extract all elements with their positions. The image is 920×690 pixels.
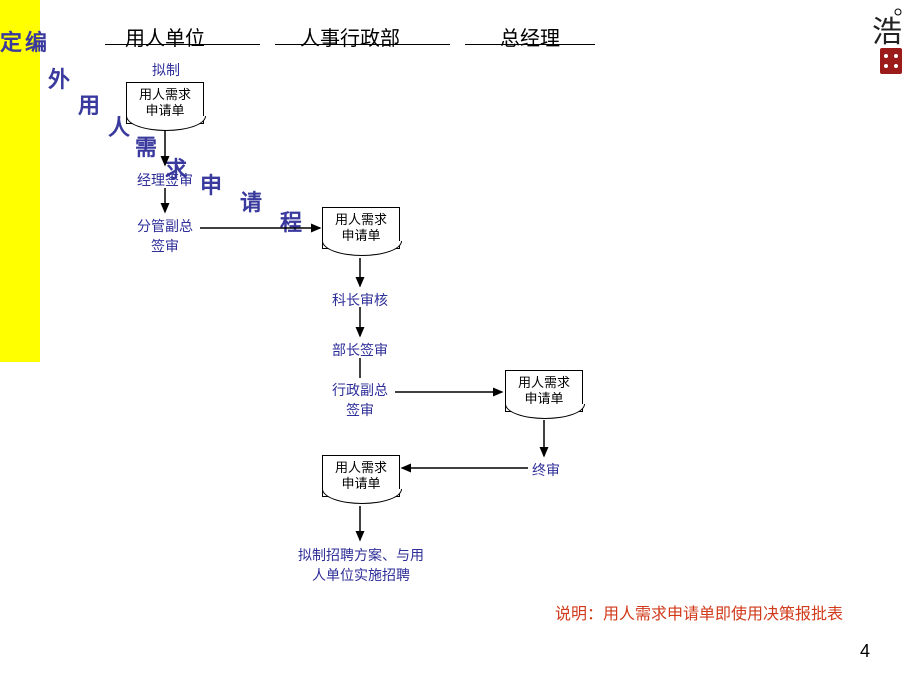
col-header-hr: 人事行政部 [300, 22, 400, 51]
underline-2 [275, 44, 450, 45]
box3-l1: 用人需求 [518, 375, 570, 390]
svg-text:浩: 浩 [872, 16, 902, 49]
label-plan: 拟制招聘方案、与用 人单位实施招聘 [298, 545, 424, 585]
col-header-gm: 总经理 [500, 22, 560, 51]
box4-l2: 申请单 [341, 476, 380, 491]
doc-box-1: 用人需求申请单 [126, 82, 204, 124]
label-mgr: 经理签审 [137, 170, 193, 190]
box2-l2: 申请单 [341, 228, 380, 243]
underline-3 [465, 44, 595, 45]
label-section: 科长审核 [332, 290, 388, 310]
company-logo: 浩 [866, 6, 906, 76]
doc-box-4: 用人需求申请单 [322, 455, 400, 497]
box1-l1: 用人需求 [139, 87, 191, 102]
box4-l1: 用人需求 [335, 460, 387, 475]
explanation-note: 说明：用人需求申请单即使用决策报批表 [555, 600, 843, 624]
page-number: 4 [860, 641, 870, 662]
label-vp: 分管副总 签审 [137, 216, 193, 256]
label-adminvp: 行政副总 签审 [332, 380, 388, 420]
col-header-employer: 用人单位 [125, 22, 205, 51]
label-final: 终审 [532, 460, 560, 480]
box2-l1: 用人需求 [335, 212, 387, 227]
doc-box-3: 用人需求申请单 [505, 370, 583, 412]
label-draft: 拟制 [152, 60, 180, 80]
box3-l2: 申请单 [524, 391, 563, 406]
underline-1 [105, 44, 260, 45]
box1-l2: 申请单 [145, 103, 184, 118]
doc-box-2: 用人需求申请单 [322, 207, 400, 249]
label-dept: 部长签审 [332, 340, 388, 360]
